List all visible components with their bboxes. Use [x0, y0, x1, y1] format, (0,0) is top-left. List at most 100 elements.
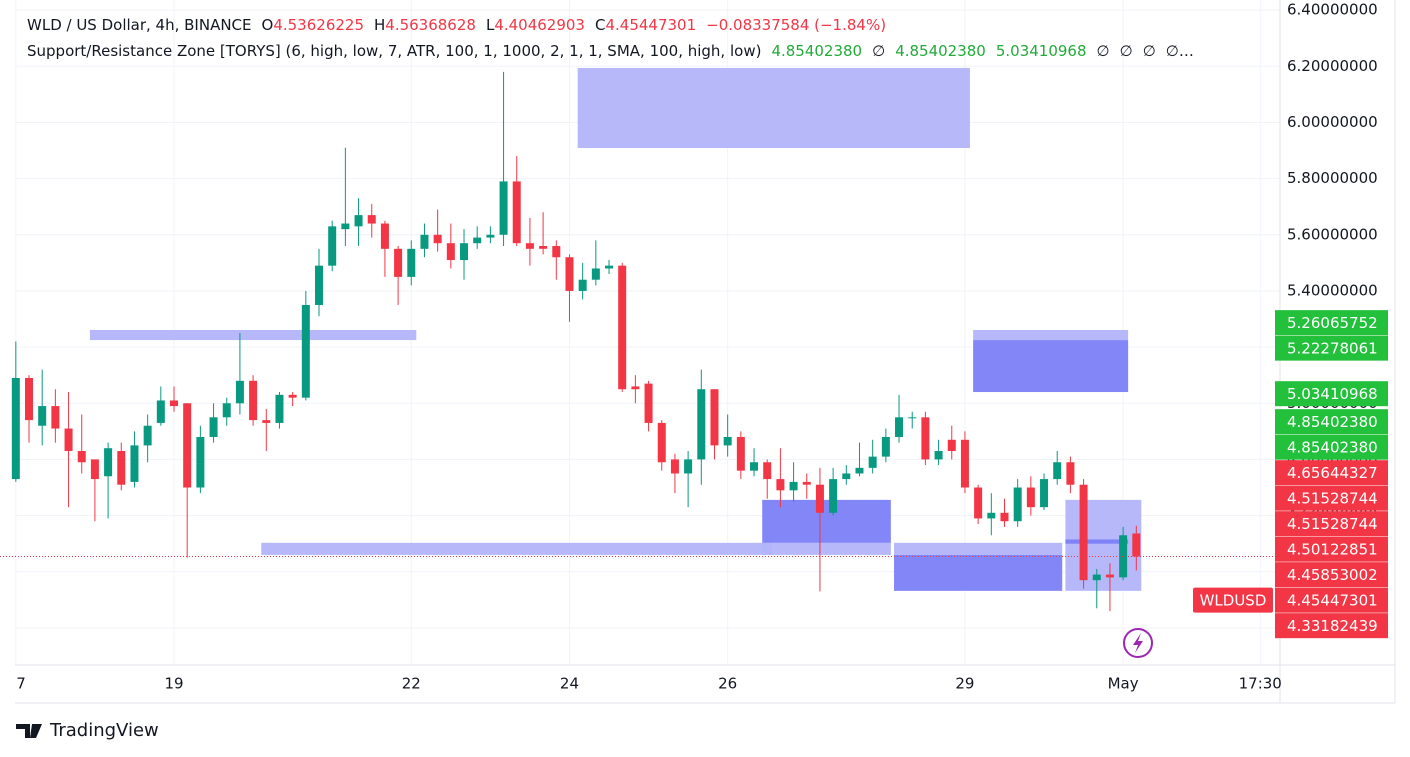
candle-body	[591, 268, 600, 280]
candle-body	[235, 380, 244, 404]
logo-text[interactable]: TradingView	[49, 720, 159, 741]
candle-body	[262, 420, 271, 423]
candle-body	[354, 215, 363, 227]
indicator-value: ∅	[872, 42, 885, 60]
candle-body	[947, 439, 956, 452]
candle-body	[605, 265, 614, 269]
candle-body	[249, 380, 258, 421]
candle-body	[104, 448, 113, 477]
candle-body	[512, 181, 521, 244]
logo-dot[interactable]	[32, 724, 38, 730]
candle-body	[130, 445, 139, 482]
zone	[762, 542, 891, 555]
candle-body	[657, 422, 666, 463]
x-tick-label: 17:30	[1239, 675, 1282, 693]
x-tick-label: May	[1108, 675, 1139, 693]
candle-body	[723, 436, 732, 446]
legend-line-2: Support/Resistance Zone [TORYS] (6, high…	[27, 42, 1194, 60]
price-label: 4.51528744	[1287, 515, 1378, 533]
price-label: 5.22278061	[1287, 340, 1378, 358]
icon-bolt[interactable]	[1133, 633, 1143, 653]
zone	[894, 542, 1063, 555]
price-labels: 5.26065752 5.22278061 5.03410968 4.85402380…	[1193, 310, 1388, 639]
x-tick-label: 29	[955, 675, 974, 693]
change: −0.08337584 (−1.84%)	[706, 16, 886, 34]
candle-body	[1119, 535, 1128, 578]
logo-mark[interactable]	[16, 724, 42, 738]
price-label-bg	[1275, 485, 1388, 511]
candle-body	[275, 394, 284, 423]
ohlc-value: 4.53626225	[273, 16, 364, 34]
price-label: 5.03410968	[1287, 385, 1378, 403]
candle-body	[539, 246, 548, 249]
price-label-bg	[1275, 511, 1388, 537]
candle-body	[565, 257, 574, 291]
y-tick-label: 5.80000000	[1287, 169, 1378, 187]
indicator-value: 5.03410968	[996, 42, 1087, 60]
candle-body	[789, 481, 798, 491]
y-tick-label: 5.40000000	[1287, 281, 1378, 299]
candle-body	[301, 304, 310, 398]
candle-body	[960, 439, 969, 488]
indicator-value: ∅	[1143, 42, 1156, 60]
zone	[973, 340, 1129, 393]
axes: 6.40000000 6.20000000 6.00000000 5.80000000…	[15, 0, 1396, 704]
candle-body	[433, 234, 442, 244]
candle-body	[394, 248, 403, 277]
candle-body	[473, 237, 482, 244]
y-tick-label: 6.40000000	[1287, 1, 1378, 19]
candle-body	[51, 406, 60, 429]
candle-body	[815, 484, 824, 513]
y-tick-label: 5.60000000	[1287, 225, 1378, 243]
candle-body	[1053, 462, 1062, 480]
candles	[0, 71, 1280, 612]
price-label: 4.50122851	[1287, 541, 1378, 559]
candle-body	[90, 459, 99, 480]
candle-body	[143, 425, 152, 446]
candle-body	[763, 462, 772, 480]
x-tick-label: 7	[16, 675, 26, 693]
candle-body	[420, 234, 429, 249]
symbol-tag-bg	[1193, 587, 1273, 613]
price-label-bg	[1275, 409, 1388, 435]
candle-body	[895, 417, 904, 437]
replay-icon[interactable]	[1123, 628, 1153, 658]
candle-body	[341, 223, 350, 230]
y-tick-label: 6.20000000	[1287, 57, 1378, 75]
candle-body	[156, 400, 165, 423]
price-label-bg	[1275, 613, 1388, 639]
candle-body	[1040, 479, 1049, 508]
price-label: 4.85402380	[1287, 439, 1378, 457]
candle-body	[934, 451, 943, 460]
ohlc-key: C	[595, 16, 605, 34]
icon-circle[interactable]	[1123, 628, 1153, 658]
candle-body	[525, 243, 534, 249]
candle-body	[921, 417, 930, 460]
candle-body	[77, 451, 86, 463]
zone	[894, 554, 1063, 591]
candle-body	[209, 417, 218, 437]
candle-body	[1066, 462, 1075, 485]
indicator: Support/Resistance Zone [TORYS] (6, high…	[27, 42, 761, 60]
candle-body	[170, 400, 179, 407]
logo[interactable]: TradingView	[16, 720, 159, 741]
candle-body	[407, 248, 416, 277]
candle-body	[750, 462, 759, 471]
candle-body	[868, 456, 877, 468]
zone	[1065, 499, 1142, 591]
candle-body	[446, 243, 455, 261]
candle-body	[1105, 574, 1114, 578]
candle-body	[578, 279, 587, 291]
symbol-tag: WLDUSD	[1200, 592, 1267, 610]
candle-body	[486, 234, 495, 238]
price-label-bg	[1275, 562, 1388, 588]
candle-body	[802, 481, 811, 485]
candle-body	[631, 386, 640, 390]
candle-body	[618, 265, 627, 390]
zone	[762, 499, 891, 543]
candle-body	[196, 436, 205, 488]
price-label-bg	[1275, 587, 1388, 613]
ohlc-value: 4.40462903	[494, 16, 585, 34]
zone	[89, 329, 417, 341]
price-label-bg	[1275, 310, 1388, 336]
